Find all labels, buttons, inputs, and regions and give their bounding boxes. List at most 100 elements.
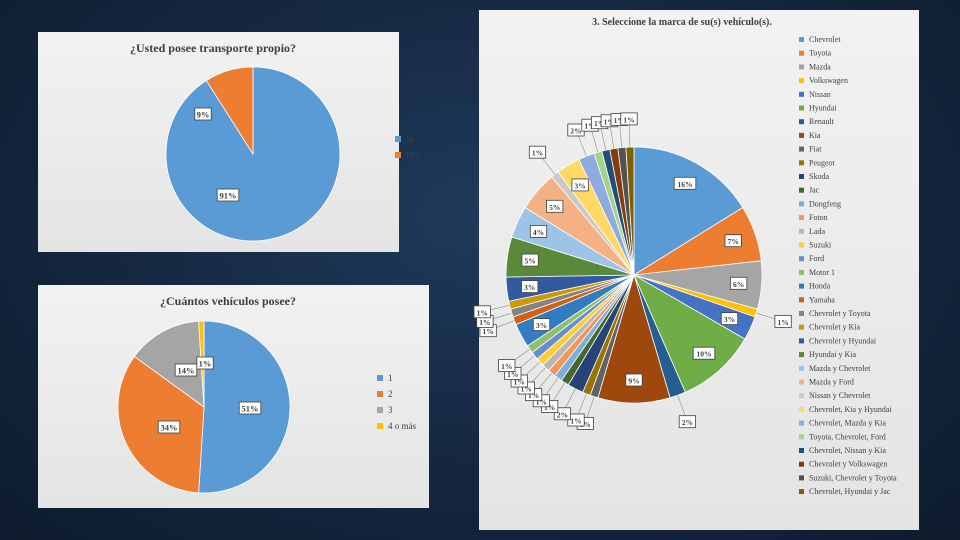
legend-swatch-toyota-chevrolet-ford [799,434,804,440]
chart-title: 3. Seleccione la marca de su(s) vehículo… [592,17,772,28]
data-label-nissan: 3% [724,315,735,324]
data-label-chevrolet-y-volkswagen: 1% [604,117,615,126]
legend-swatch-nissan-y-chevrolet [799,393,804,399]
legend-swatch-nissan [799,91,804,97]
data-label-1: 51% [242,404,259,414]
legend-label-honda: Honda [809,282,831,291]
data-label-box [174,363,198,377]
pie-slice-no [205,66,254,156]
pie-slice-chevrolet [633,146,744,276]
legend-swatch-toyota [799,50,804,56]
data-label-hyundai: 10% [697,350,712,359]
legend-swatch-foton [799,215,804,221]
data-label-box [194,107,212,121]
pie-slice-3 [133,320,205,408]
data-label-toyota: 7% [728,237,739,246]
legend-swatch-yamaha [799,297,804,303]
data-label-chevrolet-mazda-y-kia: 2% [570,127,581,136]
data-label-box [238,401,262,415]
legend-label-jac: Jac [809,186,820,195]
legend-label-motor-1: Motor 1 [809,268,835,277]
legend-swatch-mazda [799,64,804,70]
legend-swatch-hyundai-y-kia [799,352,804,358]
legend-swatch-chevrolet-y-volkswagen [799,461,804,467]
legend-label-4-o-mas: 4 o más [388,421,416,431]
legend-swatch-fiat [799,146,804,152]
legend-label-ford: Ford [809,254,824,263]
data-label-chevrolet-hyundai-y-jac: 1% [623,115,634,124]
chart-panel-vehiculos: ¿Cuántos vehículos posee? 51% 34% 14% 1% 1 2 3 4… [38,285,429,508]
legend-swatch-jac [799,187,804,193]
pie-chart-marcas: 3. Seleccione la marca de su(s) vehículo… [473,17,897,496]
legend-label-hyundai-y-kia: Hyundai y Kia [809,350,857,359]
legend-label-chevrolet-mazda-y-kia: Chevrolet, Mazda y Kia [809,419,886,428]
data-label-box [521,253,539,267]
data-label-chevrolet-y-hyundai: 3% [524,283,535,292]
legend-swatch-chevrolet-nissan-y-kia [799,448,804,453]
legend-swatch-mazda-y-ford [799,379,804,385]
legend-swatch-renault [799,119,804,125]
legend-label-chevrolet-y-hyundai: Chevrolet y Hyundai [809,336,877,345]
data-label-jac: 1% [544,403,555,412]
legend-label-no: NO [406,150,419,160]
chart-panel-marcas: 3. Seleccione la marca de su(s) vehículo… [473,10,919,530]
data-label-motor-1: 1% [501,362,512,371]
data-label-toyota-chevrolet-ford: 1% [584,122,595,131]
data-label-box [571,178,589,192]
legend-swatch-suzuki-chevrolet-y-toyota [799,475,804,481]
data-label-2: 34% [161,423,178,433]
data-label-chevrolet: 16% [678,180,693,189]
legend-label-toyota: Toyota [809,49,832,58]
data-label-box [692,346,716,360]
legend-label-toyota-chevrolet-ford: Toyota, Chevrolet, Ford [809,432,886,441]
legend-label-mazda: Mazda [809,62,831,71]
data-label-honda: 3% [536,321,547,330]
chart-title: ¿Usted posee transporte propio? [130,41,296,55]
data-label-box [729,276,748,290]
data-label-fiat: 1% [580,420,591,429]
legend-label-chevrolet: Chevrolet [809,35,841,44]
data-label-box [498,359,516,373]
legend-swatch-lada [799,228,804,234]
legend-swatch-volkswagen [799,78,804,84]
data-label-kia: 9% [628,377,639,386]
legend-label-chevrolet-nissan-y-kia: Chevrolet, Nissan y Kia [809,446,886,455]
legend-swatch-3 [377,407,383,413]
data-label-box [546,199,564,213]
legend-label-3: 3 [388,405,393,415]
data-label-suzuki-chevrolet-y-toyota: 1% [614,116,625,125]
legend-label-2: 2 [388,389,393,399]
legend-swatch-2 [377,391,383,397]
legend-label-foton: Foton [809,213,828,222]
legend-label-mazda-y-ford: Mazda y Ford [809,378,854,387]
data-label-box [216,188,240,202]
data-label-box [724,234,742,248]
data-label-skoda: 2% [557,410,568,419]
data-label-box [532,318,551,332]
data-label-box [620,112,638,126]
data-label-box [678,415,696,429]
data-label-box [625,373,643,387]
legend-swatch-4-o-mas [377,423,383,429]
legend-swatch-mazda-y-chevrolet [799,365,804,371]
legend-label-kia: Kia [809,131,821,140]
data-label-box [553,407,571,421]
data-label-mazda-y-chevrolet: 4% [533,228,544,237]
pie-chart-vehiculos: ¿Cuántos vehículos posee? 51% 34% 14% 1% 1 2 3 4… [117,294,416,494]
data-label-3: 14% [178,366,195,376]
data-label-box [720,312,739,326]
legend-swatch-si [395,136,401,142]
data-label-yamaha: 1% [482,327,493,336]
legend-label-nissan-y-chevrolet: Nissan y Chevrolet [809,391,871,400]
legend-swatch-motor-1 [799,269,804,275]
data-label-foton: 1% [528,391,539,400]
data-label-box [529,224,548,238]
data-label-box [774,314,792,328]
legend-label-peugeot: Peugeot [809,158,836,167]
legend-label-1: 1 [388,373,393,383]
data-label-4-o-mas: 1% [199,359,212,369]
legend-label-skoda: Skoda [809,172,829,181]
data-label-peugeot: 1% [570,417,581,426]
legend-label-lada: Lada [809,227,825,236]
legend-swatch-chevrolet-kia-y-hyundai [799,406,804,412]
